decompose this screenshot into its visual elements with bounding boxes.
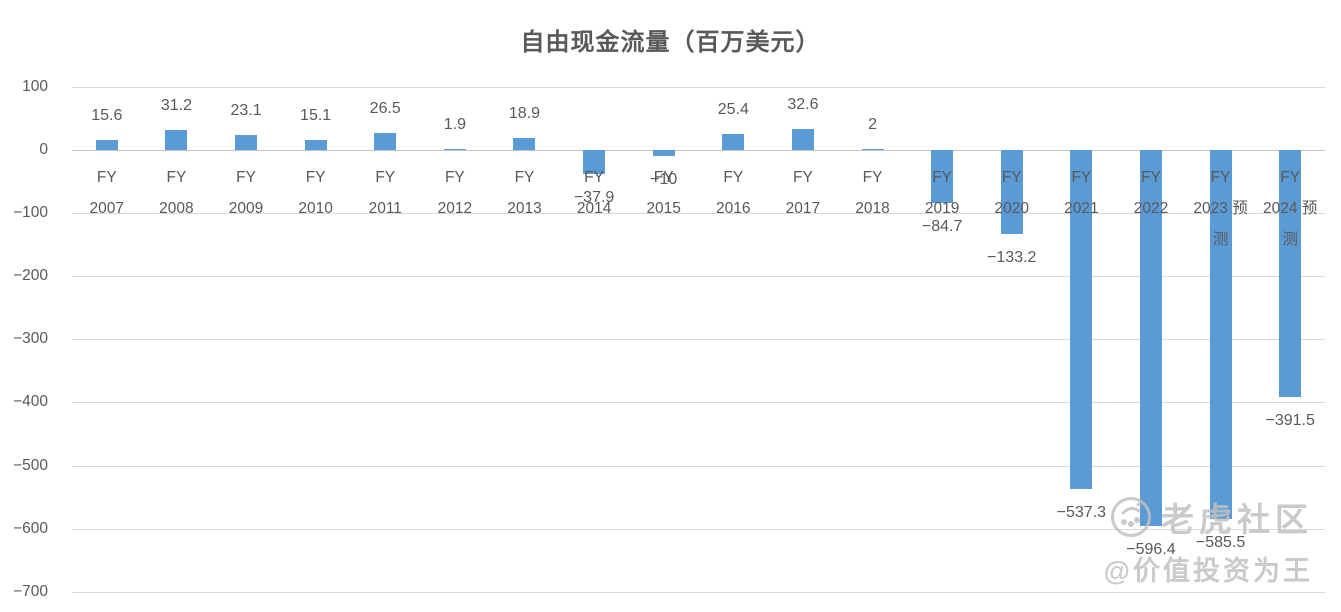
y-gridline xyxy=(72,592,1325,593)
y-axis-tick-label: −700 xyxy=(13,582,48,600)
data-label: 15.1 xyxy=(300,107,332,125)
data-label: 32.6 xyxy=(787,96,819,114)
y-axis-tick-label: 0 xyxy=(39,141,48,158)
y-gridline xyxy=(72,213,1325,214)
bar xyxy=(862,149,884,150)
x-axis-category-label: FY 2015 xyxy=(646,169,681,217)
x-axis-category-label: FY 2010 xyxy=(298,169,333,217)
y-gridline xyxy=(72,529,1325,530)
data-label: −596.4 xyxy=(1126,541,1176,559)
bar xyxy=(1001,150,1023,234)
x-axis-category-label: FY 2008 xyxy=(159,169,194,217)
y-gridline xyxy=(72,87,1325,88)
x-axis-category-label: FY 2023 预 测 xyxy=(1193,169,1248,248)
x-axis-category-label: FY 2012 xyxy=(437,169,473,217)
chart-title: 自由现金流量（百万美元） xyxy=(520,29,821,56)
x-axis-category-label: FY 2020 xyxy=(994,169,1029,217)
bar xyxy=(792,129,814,150)
bar xyxy=(165,130,187,150)
y-axis-tick-label: −400 xyxy=(13,393,48,411)
bar xyxy=(1140,150,1162,526)
bar xyxy=(931,150,953,203)
data-label: −133.2 xyxy=(987,249,1037,267)
y-gridline xyxy=(72,402,1325,403)
data-label: 31.2 xyxy=(160,97,192,115)
x-axis-line xyxy=(72,150,1325,151)
data-label: 18.9 xyxy=(508,105,541,123)
y-axis-tick-label: −300 xyxy=(13,330,48,348)
data-label: 2 xyxy=(868,115,877,133)
y-axis-tick-label: −100 xyxy=(13,204,48,222)
x-axis-category-label: FY 2022 xyxy=(1133,169,1169,217)
data-label: 26.5 xyxy=(369,100,401,118)
data-label: 1.9 xyxy=(443,115,466,133)
bar xyxy=(583,150,605,174)
watermark: 老虎社区 @价值投资为王 xyxy=(1104,493,1313,588)
data-label: −585.5 xyxy=(1195,534,1246,552)
data-label: −37.9 xyxy=(573,188,615,206)
bar xyxy=(374,133,396,150)
x-axis-category-label: FY 2021 xyxy=(1064,169,1099,217)
bar xyxy=(444,149,466,150)
y-axis-tick-label: −500 xyxy=(13,456,48,474)
y-gridline xyxy=(72,276,1325,277)
bar xyxy=(1279,150,1301,397)
y-axis-tick-label: −200 xyxy=(13,267,48,285)
bar xyxy=(1070,150,1092,489)
x-axis-category-label: FY 2018 xyxy=(855,169,890,217)
x-axis-category-label: FY 2011 xyxy=(368,169,402,217)
y-axis-tick-label: −600 xyxy=(13,519,48,537)
bar xyxy=(722,134,744,150)
tiger-logo-icon xyxy=(1111,497,1151,537)
x-axis-category-label: FY 2017 xyxy=(785,169,821,217)
bar xyxy=(235,135,257,150)
x-axis-category-label: FY 2024 预 测 xyxy=(1263,169,1318,248)
data-label: 25.4 xyxy=(717,100,749,118)
y-gridline xyxy=(72,466,1325,467)
watermark-community-label: 老虎社区 xyxy=(1161,501,1313,538)
x-axis-category-label: FY 2007 xyxy=(89,169,125,217)
x-axis-category-label: FY 2016 xyxy=(716,169,751,217)
watermark-author-label: @价值投资为王 xyxy=(1103,556,1313,586)
x-axis-category-label: FY 2013 xyxy=(507,169,542,217)
data-label: −10 xyxy=(650,171,678,189)
bar xyxy=(513,138,535,150)
bar xyxy=(653,150,675,156)
x-axis-category-label: FY 2014 xyxy=(576,169,612,217)
x-axis-category-label: FY 2009 xyxy=(228,169,264,217)
bar xyxy=(96,140,118,150)
bar xyxy=(305,140,327,150)
bar xyxy=(1210,150,1232,519)
y-gridline xyxy=(72,339,1325,340)
data-label: −84.7 xyxy=(921,218,963,236)
y-axis-tick-label: 100 xyxy=(22,77,48,95)
data-label: 23.1 xyxy=(230,102,262,120)
x-axis-category-label: FY 2019 xyxy=(924,169,960,217)
data-label: −391.5 xyxy=(1265,412,1315,430)
data-label: 15.6 xyxy=(91,107,123,125)
data-label: −537.3 xyxy=(1056,504,1107,522)
